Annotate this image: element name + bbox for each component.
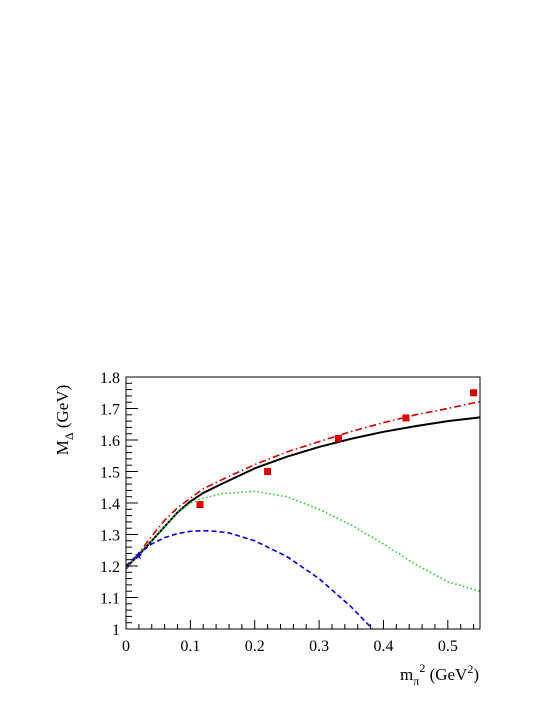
series-line-solid (126, 416, 480, 569)
y-tick-label: 1.7 (100, 402, 120, 419)
y-tick-label: 1.5 (100, 465, 120, 482)
y-tick-label: 1.3 (100, 528, 120, 545)
series-line-dash-dot (126, 400, 480, 570)
y-tick-label: 1 (112, 622, 120, 639)
y-tick-label: 1.4 (100, 496, 120, 513)
y-axis-title: MΔ (GeV) (53, 385, 76, 456)
x-axis-title: mπ2 (GeV2) (400, 661, 479, 688)
x-tick-label: 0.3 (309, 638, 329, 655)
x-tick-label: 0.1 (180, 638, 200, 655)
axis-ticks: 0 0.1 0.2 0.3 0.4 0.5 1 1.1 1.2 1.3 1.4 1.5 1.6 1.7 1.… (100, 370, 475, 655)
data-point-square (470, 389, 478, 397)
plot-area (126, 389, 480, 629)
data-point-square (402, 414, 410, 422)
data-point-star (134, 551, 143, 560)
data-point-square (334, 434, 342, 442)
series-line-dashed (126, 529, 374, 629)
plot-frame (125, 376, 481, 630)
y-tick-label: 1.2 (100, 559, 120, 576)
x-tick-label: 0.5 (438, 638, 458, 655)
x-tick-label: 0.4 (373, 638, 393, 655)
y-tick-label: 1.1 (100, 591, 120, 608)
y-tick-label: 1.8 (100, 370, 120, 387)
y-tick-label: 1.6 (100, 433, 120, 450)
x-tick-label: 0.2 (245, 638, 265, 655)
series-line-dotted (126, 490, 480, 592)
data-point-square (196, 501, 204, 509)
data-point-square (264, 468, 272, 475)
x-tick-label: 0 (122, 638, 130, 655)
series-group (126, 400, 480, 629)
